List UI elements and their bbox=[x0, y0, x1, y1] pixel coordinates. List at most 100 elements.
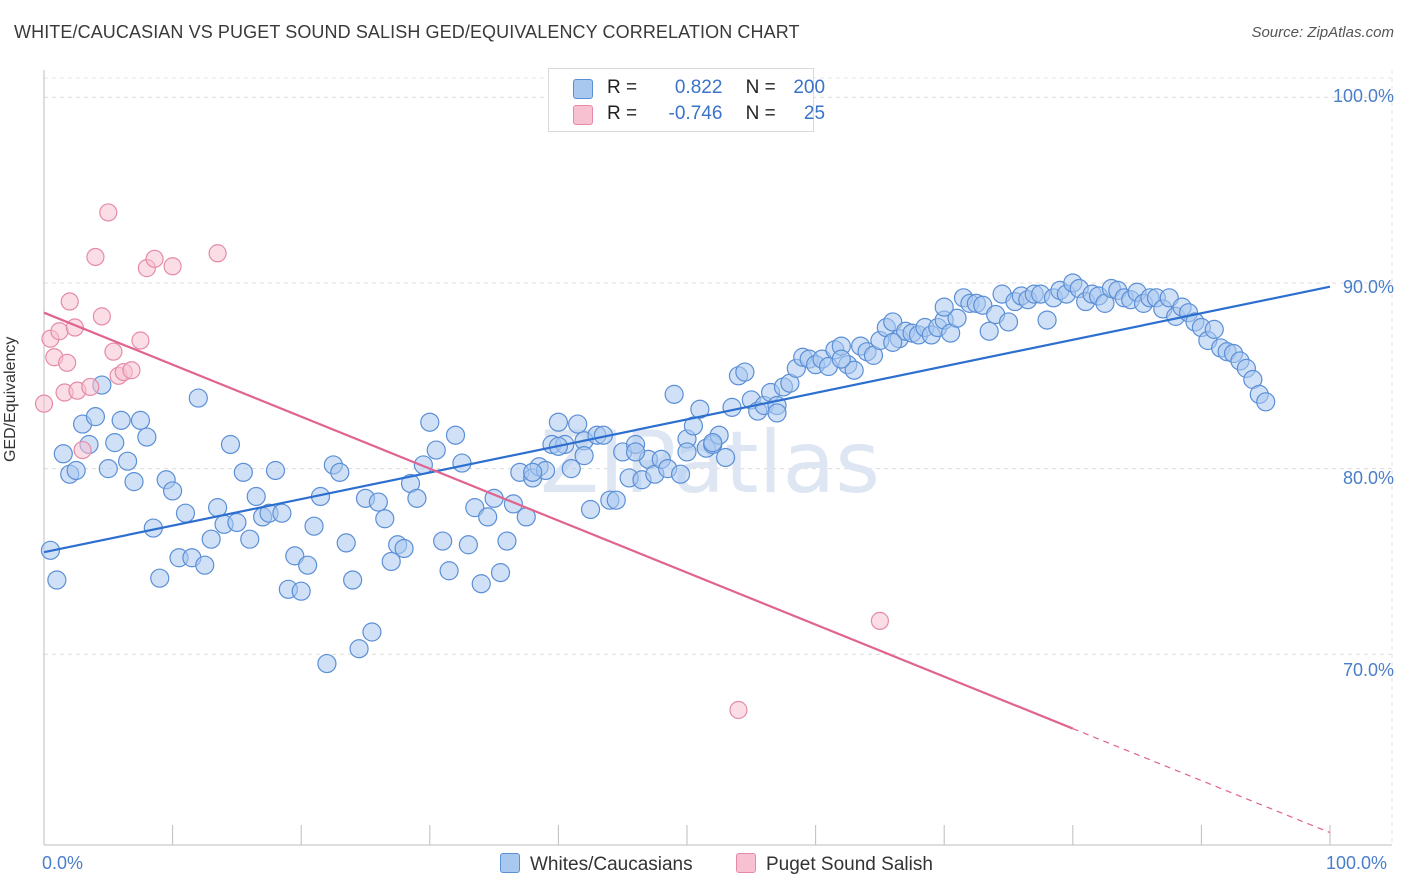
data-point-whites bbox=[683, 416, 704, 436]
trend-line-whites bbox=[43, 285, 1331, 554]
legend-r-value: -0.746 bbox=[668, 103, 723, 124]
data-point-salish bbox=[131, 331, 150, 350]
data-point-whites bbox=[1159, 288, 1179, 308]
data-point-whites bbox=[445, 425, 466, 445]
data-point-salish bbox=[104, 342, 123, 361]
data-point-whites bbox=[53, 444, 73, 464]
series-whites-points bbox=[40, 273, 1276, 674]
data-point-salish bbox=[163, 257, 182, 276]
data-point-whites bbox=[317, 653, 337, 674]
data-point-salish bbox=[145, 249, 164, 268]
data-point-whites bbox=[298, 555, 318, 575]
x-tick-label: 0.0% bbox=[42, 853, 84, 873]
y-tick-label: 70.0% bbox=[1342, 660, 1394, 680]
data-point-whites bbox=[998, 312, 1019, 332]
y-tick-label: 100.0% bbox=[1332, 86, 1394, 106]
data-point-whites bbox=[715, 447, 736, 468]
data-point-salish bbox=[122, 361, 141, 380]
data-point-whites bbox=[117, 451, 138, 471]
data-point-salish bbox=[729, 700, 748, 720]
data-point-whites bbox=[265, 460, 286, 481]
data-point-whites bbox=[677, 442, 697, 462]
data-point-whites bbox=[497, 531, 517, 551]
legend-n-label: N = bbox=[745, 103, 776, 124]
data-point-salish bbox=[81, 377, 100, 397]
chart-title: WHITE/CAUCASIAN VS PUGET SOUND SALISH GE… bbox=[14, 22, 800, 42]
data-point-whites bbox=[368, 492, 388, 512]
data-point-whites bbox=[523, 462, 543, 482]
data-point-whites bbox=[201, 529, 221, 549]
bottom-legend-label: Puget Sound Salish bbox=[766, 854, 933, 875]
data-point-whites bbox=[343, 570, 363, 590]
data-point-whites bbox=[947, 308, 967, 328]
legend-n-value: 25 bbox=[803, 103, 826, 124]
data-point-whites bbox=[137, 427, 157, 447]
data-point-salish bbox=[73, 440, 92, 460]
data-point-whites bbox=[349, 639, 369, 659]
data-point-whites bbox=[1204, 319, 1224, 339]
data-point-whites bbox=[227, 512, 247, 533]
data-point-whites bbox=[375, 509, 395, 529]
data-point-whites bbox=[625, 442, 646, 462]
data-point-whites bbox=[703, 433, 723, 453]
data-point-whites bbox=[690, 399, 710, 419]
data-point-whites bbox=[304, 516, 324, 536]
data-point-salish bbox=[99, 203, 118, 222]
data-point-whites bbox=[220, 434, 241, 455]
data-point-whites bbox=[561, 459, 581, 479]
data-point-whites bbox=[574, 446, 594, 466]
data-point-whites bbox=[285, 546, 305, 566]
series-salish-points bbox=[34, 203, 890, 720]
data-point-salish bbox=[50, 322, 69, 341]
data-point-whites bbox=[433, 531, 453, 551]
data-point-whites bbox=[111, 410, 131, 430]
legend-swatch-blue bbox=[573, 79, 593, 99]
data-point-whites bbox=[471, 574, 491, 594]
legend-swatch-pink bbox=[573, 105, 593, 125]
data-point-whites bbox=[246, 486, 266, 507]
data-point-salish bbox=[58, 353, 77, 372]
data-point-salish bbox=[870, 611, 890, 630]
legend-n-label: N = bbox=[745, 77, 776, 98]
data-point-whites bbox=[130, 410, 151, 430]
data-point-whites bbox=[735, 362, 755, 382]
data-point-whites bbox=[670, 464, 691, 484]
data-point-whites bbox=[233, 462, 253, 482]
data-point-whites bbox=[105, 433, 125, 453]
data-point-whites bbox=[394, 538, 414, 559]
data-point-whites bbox=[439, 561, 459, 581]
data-point-whites bbox=[175, 503, 196, 523]
data-point-whites bbox=[1256, 392, 1276, 412]
data-point-whites bbox=[883, 312, 903, 332]
data-point-whites bbox=[465, 498, 485, 518]
axes bbox=[43, 70, 1392, 846]
data-point-whites bbox=[150, 568, 170, 588]
data-point-whites bbox=[934, 297, 954, 317]
data-point-whites bbox=[1037, 310, 1057, 330]
data-point-salish bbox=[86, 247, 105, 267]
source-label: Source: ZipAtlas.com bbox=[1251, 24, 1394, 41]
data-point-whites bbox=[66, 460, 86, 481]
data-point-salish bbox=[60, 292, 79, 311]
data-point-whites bbox=[98, 459, 118, 479]
data-point-whites bbox=[458, 535, 478, 555]
data-point-whites bbox=[503, 494, 523, 514]
bottom-legend-salish: Puget Sound Salish bbox=[736, 853, 933, 876]
data-point-whites bbox=[362, 622, 382, 642]
data-point-whites bbox=[568, 414, 588, 434]
data-point-whites bbox=[336, 533, 356, 553]
data-point-whites bbox=[883, 332, 903, 352]
legend-swatch-blue bbox=[500, 853, 520, 873]
data-point-whites bbox=[124, 472, 144, 492]
y-tick-label: 80.0% bbox=[1342, 468, 1394, 488]
data-point-whites bbox=[381, 551, 401, 572]
data-point-salish bbox=[92, 307, 111, 326]
legend-r-label: R = bbox=[607, 103, 638, 124]
legend-r-label: R = bbox=[607, 77, 638, 98]
trend-line-salish bbox=[43, 311, 1074, 730]
y-tick-label: 90.0% bbox=[1342, 277, 1394, 297]
data-point-whites bbox=[163, 481, 183, 501]
data-point-whites bbox=[722, 397, 742, 417]
data-point-whites bbox=[767, 403, 787, 423]
